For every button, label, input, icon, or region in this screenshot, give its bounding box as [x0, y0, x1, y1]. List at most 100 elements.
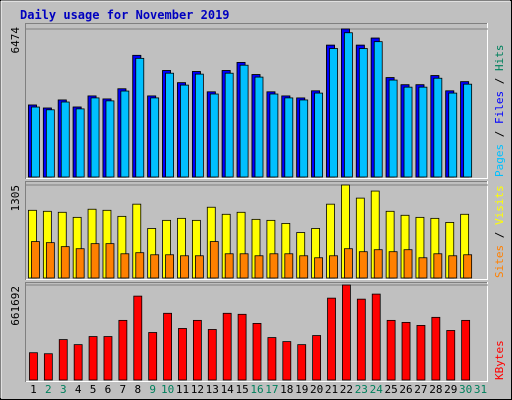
y-tick-label: 1305: [9, 185, 22, 212]
x-tick-label: 4: [75, 383, 82, 396]
bar: [165, 72, 174, 178]
bar: [329, 48, 338, 178]
legend-entry: Files: [493, 91, 506, 124]
bar: [327, 297, 336, 381]
bar: [118, 319, 128, 381]
legend: Pages / Files / Hits: [493, 45, 506, 178]
legend-entry: Pages: [493, 144, 506, 177]
y-tick-label: 6474: [9, 27, 22, 54]
bar: [388, 79, 398, 178]
x-tick-label: 6: [105, 383, 112, 396]
x-tick-label: 16: [250, 383, 263, 396]
bar: [194, 73, 204, 178]
bar: [299, 99, 309, 178]
bar: [135, 57, 145, 178]
bar: [463, 83, 473, 178]
bar: [269, 253, 279, 279]
bar: [133, 295, 143, 381]
bar: [209, 93, 219, 178]
bar: [446, 330, 456, 381]
bar: [431, 316, 441, 381]
bar: [239, 64, 249, 178]
x-tick-label: 7: [120, 383, 127, 396]
bar: [312, 335, 322, 381]
bar: [75, 108, 85, 178]
x-tick-label: 29: [444, 383, 457, 396]
x-tick-label: 11: [176, 383, 189, 396]
bar: [254, 76, 264, 178]
x-tick-label: 8: [134, 383, 141, 396]
bar: [448, 92, 458, 178]
x-tick-label: 9: [149, 383, 156, 396]
bar: [252, 323, 262, 381]
bar: [194, 255, 204, 279]
legend-entry: Visits: [493, 185, 506, 225]
x-tick-label: 17: [265, 383, 278, 396]
bar: [418, 257, 428, 279]
bar: [120, 90, 130, 178]
bar: [31, 106, 40, 178]
bar: [314, 257, 324, 279]
bar: [224, 72, 234, 178]
bar: [386, 319, 396, 381]
bar: [284, 253, 294, 279]
bar: [282, 341, 292, 381]
y-tick-label: 661692: [9, 286, 22, 326]
x-tick-label: 30: [459, 383, 472, 396]
bar: [224, 253, 234, 279]
bar: [461, 319, 471, 381]
legend-entry: Hits: [493, 45, 506, 72]
x-tick-label: 13: [206, 383, 219, 396]
bar: [239, 253, 249, 279]
bar: [150, 97, 160, 178]
x-tick-label: 22: [340, 383, 353, 396]
x-tick-label: 31: [474, 383, 487, 396]
bar: [45, 242, 55, 279]
bar: [356, 298, 366, 381]
bar: [150, 254, 160, 279]
bar: [45, 109, 55, 178]
bar: [358, 251, 368, 279]
bar: [371, 293, 381, 381]
bar: [88, 336, 98, 381]
bar: [73, 344, 83, 381]
bar: [267, 337, 277, 381]
bar: [222, 312, 232, 381]
bar: [299, 255, 309, 279]
x-tick-label: 1: [30, 383, 37, 396]
bar: [284, 97, 294, 178]
bar: [180, 255, 189, 279]
bar: [148, 332, 158, 381]
x-tick-label: 25: [385, 383, 398, 396]
chart-title: Daily usage for November 2019: [20, 8, 230, 22]
bar: [401, 321, 411, 381]
bar: [314, 92, 324, 178]
legend-entry: Sites: [493, 245, 506, 278]
bar: [297, 344, 307, 381]
bar: [90, 97, 100, 178]
x-tick-label: 20: [310, 383, 323, 396]
bar: [388, 251, 398, 279]
bar: [105, 100, 115, 178]
bar: [254, 255, 264, 279]
bar: [344, 32, 353, 178]
bar: [43, 353, 53, 381]
x-tick-label: 18: [280, 383, 293, 396]
bar: [29, 352, 38, 381]
legend-separator: /: [493, 124, 506, 144]
x-tick-label: 10: [161, 383, 174, 396]
legend-separator: /: [493, 225, 506, 245]
bar: [75, 248, 85, 279]
bar: [163, 312, 172, 381]
bar: [358, 48, 368, 178]
bar: [207, 329, 217, 381]
bar: [103, 336, 113, 381]
bar: [433, 253, 443, 279]
bar: [135, 252, 145, 279]
x-tick-label: 26: [399, 383, 412, 396]
x-tick-label: 21: [325, 383, 338, 396]
x-tick-label: 24: [370, 383, 384, 396]
x-tick-label: 15: [235, 383, 248, 396]
legend: Sites / Visits: [493, 185, 506, 278]
